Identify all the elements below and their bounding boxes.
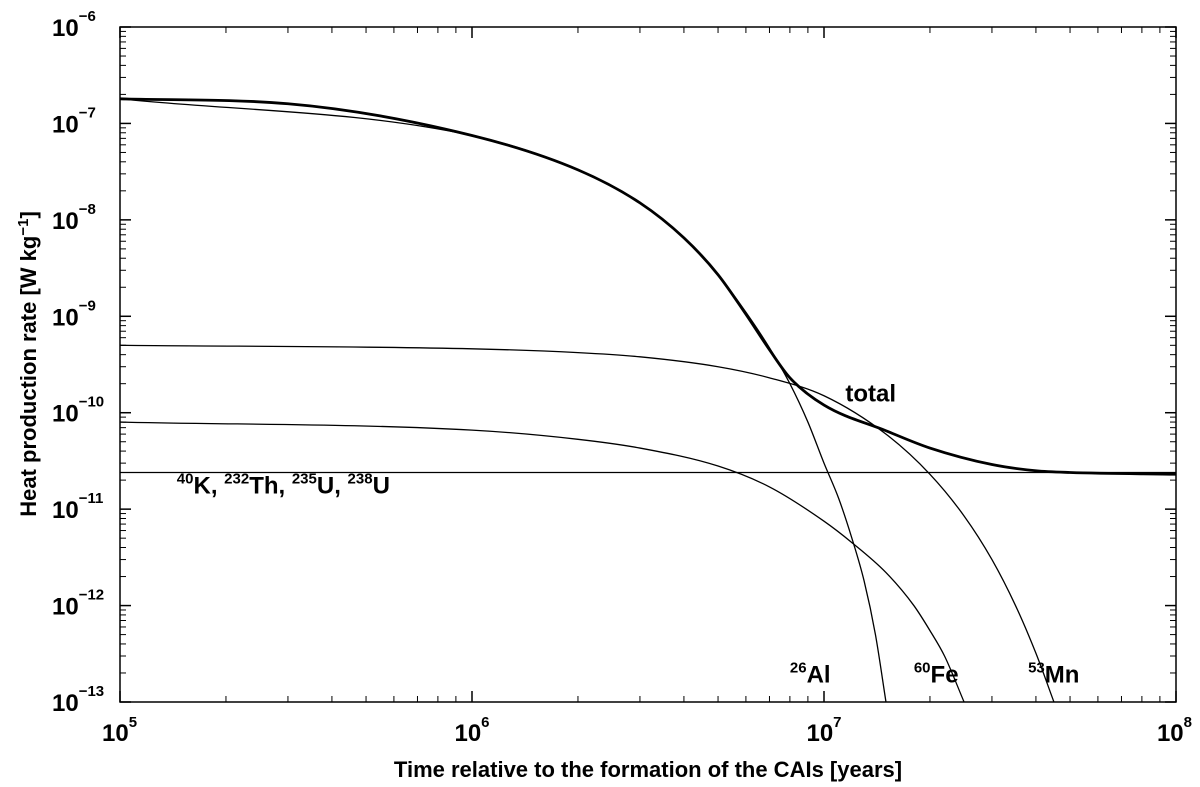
mn53-curve-label: 53Mn: [1028, 659, 1079, 688]
x-tick-label: 105: [102, 714, 137, 747]
y-axis-title-suffix: ]: [16, 211, 41, 218]
plot-frame: [119, 26, 1177, 703]
fe60-curve-label: 60Fe: [914, 659, 959, 688]
y-tick-label: 10−12: [52, 587, 104, 621]
x-tick-label: 108: [1157, 714, 1192, 747]
al26-curve-label: 26Al: [790, 659, 831, 688]
y-tick-label: 10−9: [52, 297, 96, 331]
y-tick-label: 10−10: [52, 394, 104, 428]
x-axis-title: Time relative to the formation of the CA…: [394, 757, 902, 782]
y-tick-label: 10−8: [52, 201, 96, 235]
y-axis-ticks: 10−13 10−12 10−11 10−10 10−9 10−8 10−7 10−6: [52, 8, 1176, 717]
x-tick-label: 107: [806, 714, 841, 747]
y-axis-title-exponent: −1: [15, 219, 32, 236]
x-tick-label: 106: [454, 714, 489, 747]
y-tick-label: 10−13: [52, 683, 104, 717]
long-lived-isotopes-label: 40K, 232Th, 235U, 238U: [177, 471, 390, 500]
series-line-total: [120, 97, 1176, 476]
y-tick-label: 10−7: [52, 104, 96, 138]
series-line-al26: [120, 98, 887, 702]
y-tick-label: 10−11: [52, 490, 103, 524]
series-layer: [120, 97, 1176, 702]
x-axis-ticks: 105 106 107 108: [102, 27, 1192, 747]
y-axis-title-main: Heat production rate [W kg: [16, 236, 41, 517]
y-tick-label: 10−6: [52, 8, 96, 42]
series-line-mn53: [120, 344, 1055, 702]
y-axis-title: Heat production rate [W kg−1]: [15, 211, 42, 517]
series-line-fe60: [120, 421, 965, 702]
annotation-layer: total 26Al 60Fe 53Mn 40K, 232Th, 235U, 238U: [177, 381, 1080, 689]
total-curve-label: total: [845, 381, 896, 408]
